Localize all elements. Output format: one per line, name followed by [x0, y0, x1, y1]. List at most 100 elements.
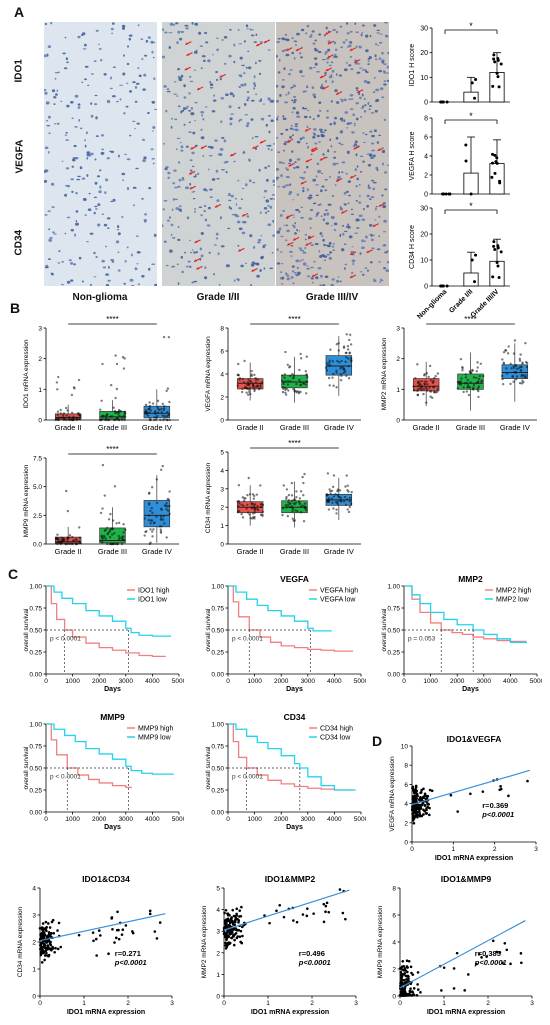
data-point	[108, 529, 112, 532]
data-point	[248, 386, 252, 389]
data-point	[412, 987, 416, 990]
data-point	[345, 333, 348, 336]
data-point	[324, 904, 328, 908]
data-point	[115, 522, 118, 525]
data-point	[259, 382, 263, 385]
data-point	[252, 516, 255, 519]
data-point	[75, 416, 78, 419]
data-point	[115, 417, 119, 421]
data-point	[492, 240, 496, 244]
data-point	[291, 372, 294, 376]
data-point	[425, 380, 428, 383]
data-point	[108, 535, 112, 539]
data-point	[492, 244, 496, 248]
y-axis-label: IDO1 H score	[409, 44, 416, 87]
legend-label: IDO1 low	[138, 597, 168, 604]
ido1-cd34-scatter: 0 1 2 3 4 CD34 mRNA expression 0 1 2 3 IDO1 mRNA e…	[17, 874, 174, 1016]
regression-line	[411, 769, 530, 806]
data-point	[253, 509, 257, 512]
data-point	[456, 387, 459, 390]
data-point	[120, 933, 124, 936]
data-point	[338, 489, 342, 492]
data-point	[347, 364, 350, 368]
row-label-cd34: CD34	[13, 229, 25, 256]
data-point	[298, 501, 301, 504]
x-tick-label: Grade II	[55, 423, 82, 432]
y-tick-label: 1	[32, 967, 36, 974]
y-axis-label: MMP9 mRNA expression	[23, 464, 30, 537]
data-point	[518, 359, 522, 362]
data-point	[162, 335, 166, 339]
data-point	[237, 499, 240, 503]
data-point	[510, 367, 513, 370]
regression-line	[399, 920, 526, 989]
data-point	[331, 501, 334, 504]
data-point	[426, 803, 430, 806]
data-point	[237, 919, 241, 922]
y-axis-label: overall survival	[381, 608, 388, 652]
data-point	[101, 463, 105, 467]
data-point	[518, 357, 521, 361]
significance-label: *	[469, 201, 473, 211]
data-point	[332, 384, 335, 387]
data-point	[462, 390, 465, 394]
data-point	[161, 402, 165, 406]
data-point	[305, 355, 308, 358]
data-point	[101, 541, 104, 544]
data-point	[336, 489, 339, 493]
chart-title: MMP2	[458, 574, 483, 584]
data-point	[72, 415, 75, 418]
data-point	[292, 376, 295, 379]
data-point	[441, 192, 445, 196]
data-point	[516, 367, 519, 371]
data-point	[232, 934, 235, 938]
data-point	[331, 360, 335, 363]
data-point	[123, 411, 127, 414]
mmp2-mrna-boxplot: 0 1 2 3 MMP2 mRNA expression Grade II Grade II…	[381, 316, 537, 432]
data-point	[342, 500, 346, 503]
data-point	[421, 796, 425, 799]
data-point	[425, 401, 428, 404]
data-point	[339, 500, 343, 503]
y-tick-label: 0	[32, 994, 36, 1001]
data-point	[306, 376, 309, 379]
data-point	[477, 952, 481, 956]
data-point	[290, 499, 294, 503]
data-point	[239, 914, 243, 918]
y-axis-label: overall survival	[205, 746, 212, 790]
data-point	[74, 537, 78, 541]
data-point	[268, 921, 271, 925]
data-point	[402, 987, 406, 991]
data-point	[514, 364, 518, 368]
data-point	[121, 537, 124, 541]
data-point	[456, 810, 459, 813]
y-tick-label: 0	[220, 418, 224, 425]
data-point	[71, 535, 74, 539]
data-point	[160, 517, 163, 520]
survival-curve	[46, 723, 174, 775]
data-point	[346, 348, 350, 351]
data-point	[284, 393, 288, 396]
data-point	[285, 506, 288, 509]
y-tick-label: 0	[424, 192, 428, 199]
data-point	[305, 392, 308, 395]
data-point	[241, 516, 245, 519]
data-point	[257, 387, 261, 391]
chart-title: IDO1&VEGFA	[447, 734, 502, 744]
chart-title: IDO1&MMP2	[265, 874, 316, 884]
data-point	[118, 536, 122, 539]
data-point	[124, 924, 128, 927]
data-point	[43, 958, 46, 962]
data-point	[148, 503, 151, 506]
data-point	[422, 392, 425, 396]
data-point	[122, 535, 125, 538]
data-point	[44, 949, 48, 953]
data-point	[420, 380, 423, 383]
data-point	[114, 396, 117, 400]
data-point	[423, 804, 427, 807]
data-point	[423, 809, 426, 813]
data-point	[420, 388, 423, 392]
data-point	[38, 927, 42, 930]
micrograph-cd34-grade12	[162, 198, 275, 286]
regression-line	[39, 913, 166, 942]
